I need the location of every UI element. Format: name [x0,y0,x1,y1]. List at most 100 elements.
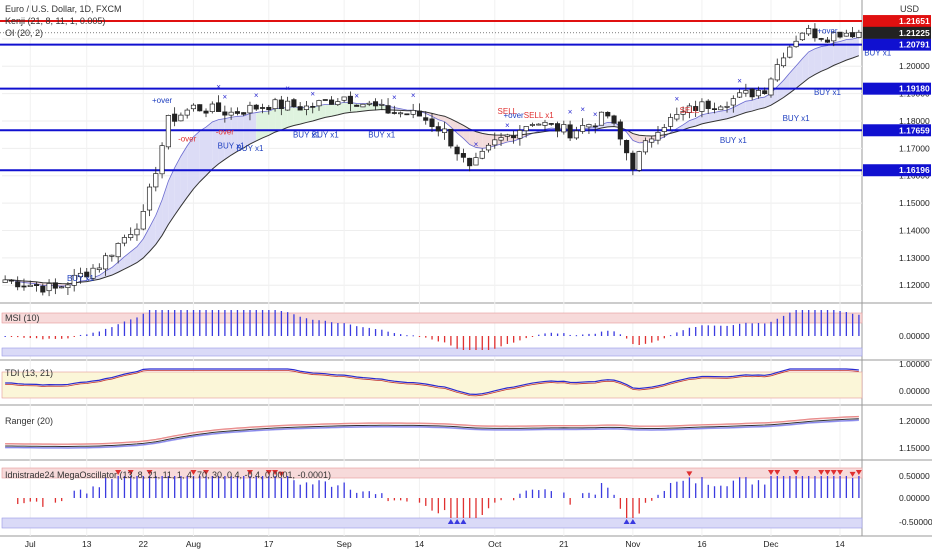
candle[interactable] [617,119,623,146]
candle[interactable] [190,103,197,112]
candle[interactable] [266,104,272,115]
candle[interactable] [398,111,404,118]
candle[interactable] [555,121,561,138]
candle[interactable] [96,263,102,273]
candle[interactable]: × [391,93,397,115]
candle[interactable] [341,96,347,103]
candle[interactable] [636,150,642,172]
candle[interactable]: × [222,93,228,123]
price-axis[interactable]: 1.210001.200001.190001.180001.170001.160… [863,15,932,527]
ranger-upper-2[interactable] [5,416,859,446]
candle[interactable] [322,99,328,101]
candle[interactable] [360,103,366,108]
fast-ma-line[interactable] [5,37,859,287]
candle[interactable] [529,122,535,127]
candle[interactable] [762,87,768,95]
candle[interactable] [416,103,422,117]
candle[interactable] [573,126,579,140]
candle[interactable] [780,52,787,68]
candle[interactable]: × [473,140,479,166]
candle[interactable] [642,137,648,155]
candle[interactable] [59,285,65,289]
candle[interactable] [831,30,837,47]
candle[interactable] [793,35,799,48]
candle[interactable] [52,278,58,295]
ranger-pane[interactable] [5,415,859,449]
msi-pane[interactable] [4,310,860,350]
tdi-pane[interactable] [5,368,859,397]
candle[interactable] [140,204,146,231]
candle[interactable] [850,26,856,39]
signal-annotation[interactable]: -over [216,128,235,137]
candle[interactable] [774,58,780,82]
candle[interactable] [711,102,718,114]
candle[interactable] [197,104,203,112]
candle[interactable]: × [354,91,359,107]
candle[interactable] [448,128,454,149]
candle[interactable] [799,32,805,42]
candle[interactable]: × [216,82,221,112]
candle[interactable] [611,114,617,126]
signal-annotation[interactable]: +over [152,96,173,105]
candle[interactable] [454,144,460,161]
signal-annotation[interactable]: BUY x1 [814,88,842,97]
candle[interactable] [718,104,724,111]
signal-annotation[interactable]: BUY x1 [312,130,340,139]
candle[interactable] [485,142,492,153]
candle[interactable] [241,112,247,117]
candle[interactable]: × [285,84,290,111]
signal-annotation[interactable]: BUY x1 [720,136,748,145]
candle[interactable] [517,125,523,146]
candle[interactable] [109,254,115,262]
candle[interactable] [787,45,793,59]
ranger-mid[interactable] [5,418,859,447]
candle[interactable] [316,99,322,111]
candle[interactable] [209,101,215,114]
signal-annotation[interactable]: SELL x1 [524,111,554,120]
candle[interactable] [27,280,33,287]
candle[interactable]: × [504,121,510,141]
candle[interactable] [837,31,843,39]
candle[interactable] [15,276,21,291]
candle[interactable] [159,142,165,179]
candle[interactable] [165,114,171,150]
candle[interactable]: × [410,91,416,119]
signal-annotation[interactable]: BUY x1 [783,114,811,123]
candle[interactable] [693,100,699,118]
candle[interactable] [247,101,253,121]
candle[interactable] [460,148,466,163]
signal-annotation[interactable]: BUY x1 [236,144,264,153]
time-axis[interactable]: Jul 13 22 Aug 17 Sep 14 Oct 21 Nov 16 Dec 14 [25,539,845,549]
oscillator-pane[interactable] [17,470,862,524]
candle[interactable] [278,95,284,116]
candle[interactable] [812,23,818,42]
candle[interactable]: × [674,95,679,122]
signal-annotation[interactable]: SELL [680,106,700,115]
candle[interactable] [743,83,749,97]
candle[interactable] [561,120,567,135]
candle[interactable] [806,24,812,36]
candle[interactable] [680,106,686,121]
candle[interactable] [335,98,341,107]
signal-annotation[interactable]: BUY x1 [368,130,396,139]
candle[interactable] [65,281,71,296]
candle[interactable] [103,252,109,276]
signal-annotation[interactable]: +over [817,26,838,35]
candle[interactable] [128,227,134,241]
candle[interactable] [228,107,234,120]
candle[interactable] [84,268,90,279]
candle[interactable] [649,136,655,148]
ranger-lower-2[interactable] [5,420,859,449]
signal-annotation[interactable]: BUY x1 [864,48,892,57]
candle[interactable] [303,100,309,116]
price-pane[interactable]: ×× ××× × × ×××× ××××BUY x1+over-over-overBUY … [0,20,892,297]
candle[interactable]: × [310,90,315,114]
candle[interactable] [272,97,278,112]
candle[interactable] [435,122,441,137]
tdi-signal-line[interactable] [5,370,859,397]
candle[interactable]: × [592,110,598,134]
candle[interactable] [297,102,303,111]
candle[interactable] [667,113,674,131]
candle[interactable] [90,264,96,281]
candle[interactable] [749,88,755,101]
